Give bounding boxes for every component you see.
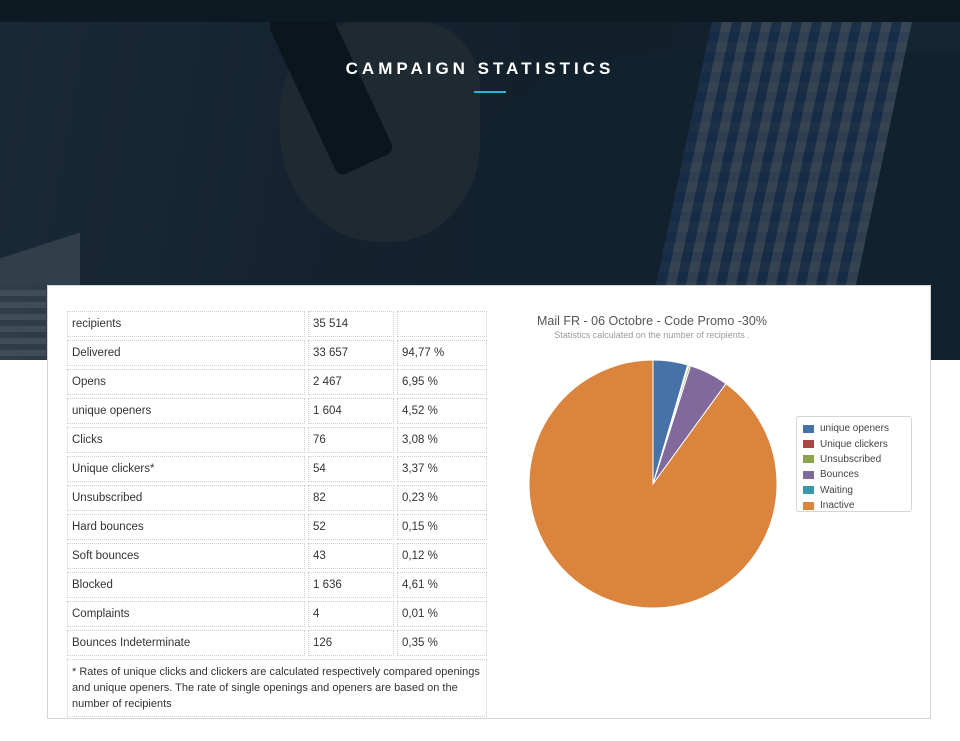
row-label: Opens (67, 369, 305, 395)
table-row: Bounces Indeterminate 126 0,35 % (67, 630, 487, 656)
row-count: 76 (308, 427, 394, 453)
stats-table: recipients 35 514 Delivered 33 657 94,77 % Op… (64, 308, 490, 720)
pie-chart: Mail FR - 06 Octobre - Code Promo -30% S… (502, 306, 922, 616)
legend-label: Inactive (820, 500, 855, 512)
legend-swatch (803, 440, 814, 449)
row-count: 1 636 (308, 572, 394, 598)
table-row: Clicks 76 3,08 % (67, 427, 487, 453)
top-bar (0, 0, 960, 22)
legend-label: unique openers (820, 423, 889, 435)
row-count: 4 (308, 601, 394, 627)
table-row: Blocked 1 636 4,61 % (67, 572, 487, 598)
row-count: 82 (308, 485, 394, 511)
row-rate: 94,77 % (397, 340, 487, 366)
row-count: 126 (308, 630, 394, 656)
row-count: 1 604 (308, 398, 394, 424)
row-rate: 3,08 % (397, 427, 487, 453)
legend-label: Unsubscribed (820, 453, 882, 465)
table-row: Hard bounces 52 0,15 % (67, 514, 487, 540)
legend-item[interactable]: Unsubscribed (803, 452, 905, 467)
legend-label: Waiting (820, 484, 853, 496)
footnote-row: * Rates of unique clicks and clickers ar… (67, 659, 487, 717)
row-label: Clicks (67, 427, 305, 453)
table-row: Unique clickers* 54 3,37 % (67, 456, 487, 482)
table-row: Soft bounces 43 0,12 % (67, 543, 487, 569)
table-row: Opens 2 467 6,95 % (67, 369, 487, 395)
row-rate: 3,37 % (397, 456, 487, 482)
legend-item[interactable]: unique openers (803, 421, 905, 436)
row-count: 52 (308, 514, 394, 540)
pie-svg (528, 359, 778, 609)
row-rate: 0,23 % (397, 485, 487, 511)
legend-swatch (803, 486, 814, 495)
legend-item[interactable]: Inactive (803, 498, 905, 513)
row-rate: 4,52 % (397, 398, 487, 424)
row-rate: 0,35 % (397, 630, 487, 656)
table-row: unique openers 1 604 4,52 % (67, 398, 487, 424)
row-rate (397, 311, 487, 337)
row-rate: 0,15 % (397, 514, 487, 540)
legend-label: Unique clickers (820, 438, 888, 450)
legend-item[interactable]: Waiting (803, 483, 905, 498)
row-count: 43 (308, 543, 394, 569)
chart-subtitle: Statistics calculated on the number of r… (554, 330, 750, 340)
row-label: Delivered (67, 340, 305, 366)
row-count: 33 657 (308, 340, 394, 366)
legend-label: Bounces (820, 469, 859, 481)
row-label: unique openers (67, 398, 305, 424)
legend-swatch (803, 501, 814, 510)
row-count: 2 467 (308, 369, 394, 395)
row-label: Soft bounces (67, 543, 305, 569)
legend-swatch (803, 455, 814, 464)
row-label: Blocked (67, 572, 305, 598)
table-row: Unsubscribed 82 0,23 % (67, 485, 487, 511)
row-rate: 0,01 % (397, 601, 487, 627)
row-label: Hard bounces (67, 514, 305, 540)
row-rate: 0,12 % (397, 543, 487, 569)
table-row: Complaints 4 0,01 % (67, 601, 487, 627)
row-rate: 4,61 % (397, 572, 487, 598)
table-row: recipients 35 514 (67, 311, 487, 337)
row-count: 35 514 (308, 311, 394, 337)
stats-card: recipients 35 514 Delivered 33 657 94,77 % Op… (47, 285, 931, 719)
chart-legend: unique openers Unique clickers Unsubscribe… (796, 416, 912, 512)
row-rate: 6,95 % (397, 369, 487, 395)
pie-slice[interactable] (528, 359, 778, 609)
row-label: Unsubscribed (67, 485, 305, 511)
legend-swatch (803, 470, 814, 479)
row-label: Unique clickers* (67, 456, 305, 482)
row-count: 54 (308, 456, 394, 482)
chart-title: Mail FR - 06 Octobre - Code Promo -30% (537, 314, 767, 328)
table-footnote: * Rates of unique clicks and clickers ar… (67, 659, 487, 717)
row-label: Bounces Indeterminate (67, 630, 305, 656)
table-row: Delivered 33 657 94,77 % (67, 340, 487, 366)
page-title: CAMPAIGN STATISTICS (345, 59, 615, 78)
row-label: recipients (67, 311, 305, 337)
row-label: Complaints (67, 601, 305, 627)
title-underline (474, 91, 506, 93)
legend-item[interactable]: Unique clickers (803, 436, 905, 451)
legend-item[interactable]: Bounces (803, 467, 905, 482)
legend-swatch (803, 424, 814, 433)
